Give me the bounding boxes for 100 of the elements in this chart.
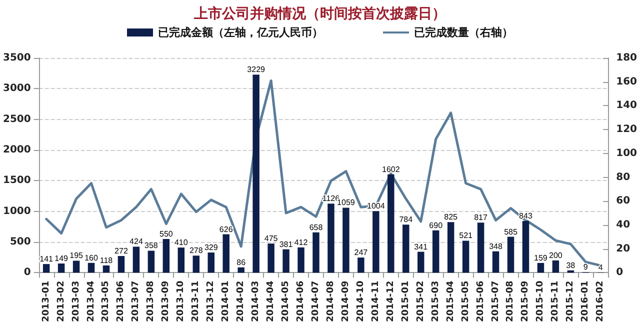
x-tick-label: 2015-08 <box>506 280 516 322</box>
bar <box>447 222 454 273</box>
data-label: 3229 <box>247 65 266 74</box>
data-label: 1059 <box>337 198 356 208</box>
data-label: 86 <box>236 258 246 267</box>
y-tick-label: 1500 <box>2 175 31 186</box>
bar <box>312 232 320 273</box>
x-tick-label: 2015-10 <box>536 280 546 322</box>
bar <box>462 240 470 273</box>
legend-label: 已完成金额（左轴，亿元人民币） <box>158 26 323 39</box>
x-tick-label: 2014-01 <box>221 280 232 322</box>
bar <box>252 74 260 273</box>
x-tick-label: 2015-12 <box>566 280 576 322</box>
bar <box>522 220 530 273</box>
x-tick-label: 2013-08 <box>146 280 156 322</box>
data-label: 410 <box>174 238 188 248</box>
bar <box>268 244 274 273</box>
bar <box>178 248 185 273</box>
data-label: 690 <box>429 220 444 230</box>
bar <box>72 260 80 273</box>
x-tick-label: 2013-07 <box>131 280 142 322</box>
bar <box>208 252 214 273</box>
data-label: 521 <box>459 231 474 240</box>
y-tick-label: 0 <box>24 267 31 278</box>
bar <box>358 258 364 273</box>
x-tick-label: 2014-08 <box>326 280 336 322</box>
y2-tick-label: 0 <box>616 267 624 278</box>
bar <box>552 260 560 273</box>
bar <box>132 246 140 273</box>
x-tick-label: 2015-09 <box>520 280 531 322</box>
y2-tick-label: 40 <box>616 219 630 230</box>
data-label: 200 <box>549 250 563 260</box>
x-tick-label: 2013-03 <box>71 280 82 322</box>
bar <box>58 264 65 273</box>
x-tick-label: 2014-12 <box>386 280 396 322</box>
bar <box>42 264 50 273</box>
y-tick-label: 3000 <box>2 83 31 94</box>
x-tick-label: 2013-04 <box>86 280 96 322</box>
x-tick-label: 2015-05 <box>460 280 471 322</box>
bar <box>118 256 125 273</box>
data-label: 9 <box>583 262 588 272</box>
data-label: 329 <box>204 243 218 252</box>
y2-tick-label: 60 <box>616 196 630 207</box>
bar <box>102 265 110 273</box>
bar <box>432 230 440 273</box>
bar <box>342 208 350 273</box>
bar <box>507 236 514 273</box>
bar <box>372 211 380 273</box>
y-tick-label: 2500 <box>2 114 31 125</box>
x-tick-label: 2015-06 <box>476 280 486 322</box>
bar <box>298 247 304 273</box>
y2-tick-label: 20 <box>616 243 630 254</box>
x-tick-label: 2015-02 <box>416 280 426 322</box>
bar <box>148 250 155 273</box>
data-label: 585 <box>504 227 518 236</box>
bar <box>222 234 230 273</box>
data-label: 381 <box>279 240 294 249</box>
y-tick-label: 1000 <box>2 206 31 217</box>
x-tick-label: 2014-03 <box>251 280 262 322</box>
x-tick-label: 2013-10 <box>176 280 186 322</box>
data-label: 160 <box>84 253 98 262</box>
y2-tick-label: 180 <box>616 52 638 64</box>
bar <box>477 222 484 273</box>
data-label: 626 <box>219 224 234 234</box>
x-tick-label: 2014-09 <box>340 280 351 322</box>
x-tick-label: 2013-05 <box>101 280 112 322</box>
bar <box>192 256 200 273</box>
data-label: 247 <box>354 248 368 258</box>
data-label: 278 <box>189 246 204 256</box>
legend-label: 已完成数量（右轴） <box>414 26 513 39</box>
bar <box>282 249 290 273</box>
chart-title: 上市公司并购情况（时间按首次披露日） <box>193 5 446 22</box>
data-label: 358 <box>144 241 158 250</box>
x-tick-label: 2014-11 <box>370 280 381 322</box>
x-tick-label: 2016-01 <box>580 280 591 322</box>
x-tick-label: 2015-11 <box>550 280 561 322</box>
x-tick-label: 2013-12 <box>206 280 216 322</box>
x-tick-label: 2013-09 <box>161 280 172 322</box>
x-tick-label: 2013-11 <box>191 280 202 322</box>
x-tick-label: 2013-01 <box>41 280 52 322</box>
y2-tick-label: 100 <box>616 148 638 159</box>
bar <box>537 262 544 273</box>
data-label: 550 <box>159 229 174 238</box>
bar <box>492 251 500 273</box>
bar <box>162 238 170 273</box>
data-label: 825 <box>444 212 458 222</box>
y2-tick-label: 160 <box>616 76 638 88</box>
x-tick-label: 2013-02 <box>56 280 66 322</box>
x-tick-label: 2015-01 <box>400 280 411 322</box>
y-tick-label: 2000 <box>2 144 31 156</box>
y2-tick-label: 140 <box>616 100 638 112</box>
x-tick-label: 2014-02 <box>236 280 246 322</box>
data-label: 817 <box>474 213 488 222</box>
x-tick-label: 2013-06 <box>116 280 126 322</box>
bar <box>238 267 244 273</box>
x-tick-label: 2014-05 <box>281 280 292 322</box>
y-tick-label: 500 <box>10 236 31 248</box>
data-label: 1004 <box>367 202 386 211</box>
data-label: 159 <box>534 253 548 262</box>
data-label: 424 <box>130 237 144 246</box>
